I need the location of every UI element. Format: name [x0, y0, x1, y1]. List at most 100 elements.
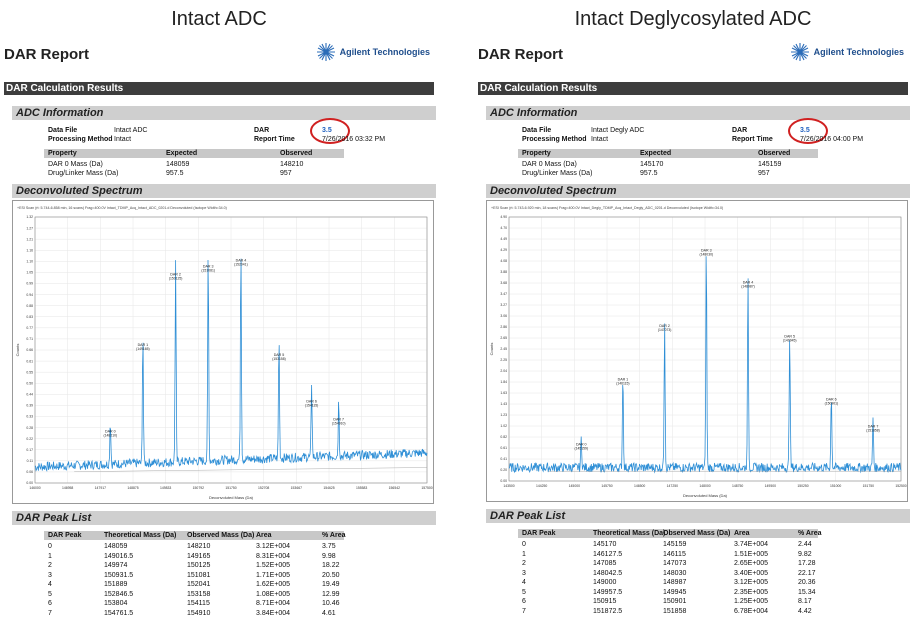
peak-col-header: DAR Peak	[48, 532, 82, 539]
spectrum-header: Deconvoluted Spectrum	[12, 184, 436, 198]
y-tick-label: 3.68	[500, 281, 507, 285]
peak-label: DAR 2	[170, 272, 181, 276]
peak-mass-label: (151858)	[866, 429, 880, 433]
theoretical-mass: 145170	[593, 541, 617, 548]
data-file-value: Intact Degly ADC	[591, 127, 645, 134]
peak-mass-label: (148210)	[104, 434, 118, 438]
property-expected: 957.5	[640, 170, 658, 177]
peak-annotation: DAR 2(147073)	[658, 324, 672, 332]
panel-intact-adc: Intact ADC DAR Report Agilent Technologi…	[4, 0, 436, 624]
x-tick-label: 157500	[421, 486, 432, 490]
peak-annotation: DAR 5(149945)	[783, 335, 797, 343]
peak-area: 2.65E+005	[734, 560, 769, 567]
peak-area: 1.25E+005	[734, 598, 769, 605]
chart-grid	[34, 216, 428, 484]
x-tick-label: 152708	[258, 486, 269, 490]
y-tick-label: 0.88	[26, 304, 33, 308]
y-tick-label: 3.88	[500, 270, 507, 274]
spectrum-caption: +ESI Scan (rt: 5.743-6.920 min, 18 scans…	[491, 206, 723, 210]
y-tick-label: 2.86	[500, 325, 507, 329]
theoretical-mass: 154761.5	[104, 609, 134, 617]
y-axis-label: Counts	[489, 343, 494, 356]
y-tick-label: 4.90	[500, 215, 507, 219]
theoretical-mass: 152846.5	[104, 590, 134, 598]
peak-pct-area: 15.34	[798, 588, 816, 596]
x-tick-label: 147250	[667, 484, 678, 488]
peak-index: 5	[48, 590, 52, 598]
y-tick-label: 3.47	[500, 292, 507, 296]
plot-area-border	[508, 216, 902, 482]
y-tick-label: 0.11	[27, 459, 33, 463]
observed-mass: 148987	[663, 579, 687, 586]
spectrum-chart: +ESI Scan (rt: 5.744-6.858 min, 16 scans…	[15, 206, 433, 500]
x-tick-label: 152500	[895, 484, 906, 488]
y-tick-label: 0.17	[26, 448, 33, 452]
agilent-spark-icon	[790, 43, 809, 61]
peak-area: 8.31E+004	[256, 552, 291, 560]
property-expected: 145170	[640, 161, 664, 168]
peak-label: DAR 3	[701, 248, 712, 252]
theoretical-mass: 148059	[104, 543, 128, 550]
peak-mass-label: (154910)	[332, 422, 346, 426]
peak-label: DAR 0	[576, 442, 587, 446]
data-file-label: Data File	[522, 127, 552, 134]
peak-index: 4	[522, 579, 526, 586]
spectrum-header: Deconvoluted Spectrum	[486, 184, 910, 198]
peak-area: 3.84E+004	[256, 609, 291, 617]
theoretical-mass: 147085	[593, 560, 617, 567]
peak-label: DAR 1	[618, 378, 629, 382]
x-tick-label: 145000	[569, 484, 580, 488]
x-tick-label: 146500	[634, 484, 645, 488]
property-name: DAR 0 Mass (Da)	[522, 161, 577, 168]
dar-highlight-circle	[788, 118, 828, 144]
y-tick-label: 4.49	[500, 237, 507, 241]
x-tick-label: 146000	[29, 486, 40, 490]
peak-annotation: DAR 4(152041)	[234, 258, 248, 266]
x-tick-label: 149500	[765, 484, 776, 488]
y-tick-label: 0.82	[500, 435, 507, 439]
peak-area: 3.12E+004	[256, 543, 291, 550]
peak-pct-area: 20.50	[322, 571, 340, 579]
observed-mass: 150125	[187, 562, 211, 569]
peak-annotation: DAR 4(148987)	[741, 281, 755, 289]
y-tick-label: 3.06	[500, 314, 507, 318]
peak-label: DAR 6	[306, 399, 317, 403]
report-title: DAR Report	[4, 46, 89, 63]
peak-area: 2.35E+005	[734, 588, 769, 596]
peak-label: DAR 1	[138, 343, 149, 347]
y-tick-label: 0.66	[26, 348, 33, 352]
x-tick-label: 151750	[863, 484, 874, 488]
spectrum-trace	[508, 256, 902, 474]
peak-label: DAR 2	[659, 324, 670, 328]
peak-annotation: DAR 3(151081)	[201, 264, 215, 272]
property-name: Drug/Linker Mass (Da)	[48, 170, 119, 177]
property-observed: 957	[758, 170, 770, 177]
peak-annotation: DAR 2(150125)	[169, 272, 183, 280]
y-tick-label: 0.00	[500, 479, 507, 483]
y-tick-label: 1.84	[500, 380, 507, 384]
peak-annotation: DAR 5(153158)	[272, 353, 286, 361]
peak-area: 3.74E+004	[734, 541, 769, 548]
brand-name: Agilent Technologies	[813, 47, 904, 57]
observed-col-header: Observed	[280, 150, 313, 157]
x-tick-label: 145750	[601, 484, 612, 488]
dar-label: DAR	[732, 127, 748, 134]
y-tick-label: 2.25	[500, 358, 507, 362]
theoretical-mass: 149000	[593, 579, 617, 586]
peak-label: DAR 4	[236, 258, 247, 262]
peak-pct-area: 10.46	[322, 600, 340, 607]
theoretical-mass: 148042.5	[593, 569, 623, 577]
peak-index: 3	[48, 571, 52, 579]
peak-label: DAR 4	[743, 281, 754, 285]
peak-index: 2	[48, 562, 52, 569]
x-tick-label: 148750	[732, 484, 743, 488]
panel-intact-deglycosylated-adc: Intact Deglycosylated ADC DAR Report Agi…	[478, 0, 910, 624]
agilent-logo: Agilent Technologies	[316, 42, 430, 62]
property-name: DAR 0 Mass (Da)	[48, 161, 103, 168]
theoretical-mass: 149974	[104, 562, 128, 569]
peak-col-header: DAR Peak	[522, 530, 556, 537]
peak-list-header: DAR Peak List	[12, 511, 436, 525]
y-tick-label: 4.70	[500, 226, 507, 230]
observed-mass: 149165	[187, 552, 211, 560]
y-tick-label: 1.43	[500, 402, 507, 406]
